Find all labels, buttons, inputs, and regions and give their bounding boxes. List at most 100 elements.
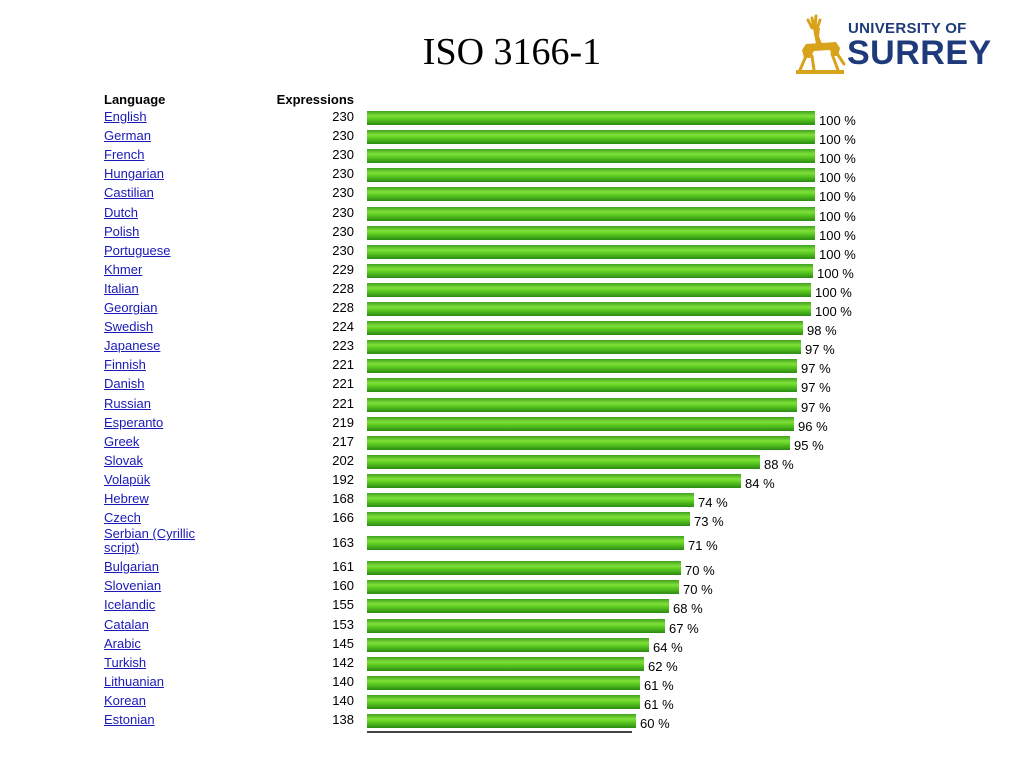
bar — [367, 637, 649, 652]
language-link[interactable]: Japanese — [104, 338, 161, 354]
percent-label: 71 % — [688, 538, 718, 554]
language-link[interactable]: Lithuanian — [104, 673, 164, 689]
language-link[interactable]: Castilian — [104, 185, 154, 201]
percent-label: 97 % — [801, 361, 831, 377]
language-link[interactable]: Catalan — [104, 616, 149, 632]
percent-label: 88 % — [764, 456, 794, 472]
language-link[interactable]: English — [104, 109, 147, 124]
chart-row: Arabic 145 64 % — [0, 636, 1024, 655]
chart-row: Polish 230 100 % — [0, 224, 1024, 243]
language-link[interactable]: French — [104, 147, 145, 163]
language-link[interactable]: Hebrew — [104, 491, 149, 506]
language-link[interactable]: Slovak — [104, 452, 144, 468]
expression-count: 230 — [332, 109, 354, 124]
language-link[interactable]: Slovenian — [104, 578, 162, 594]
language-link[interactable]: Swedish — [104, 319, 154, 335]
language-link[interactable]: German — [104, 128, 151, 144]
language-link[interactable]: Danish — [104, 376, 145, 392]
expression-count: 230 — [332, 223, 354, 239]
bar — [367, 225, 815, 240]
language-link[interactable]: Korean — [104, 692, 146, 708]
bar — [367, 473, 741, 488]
expression-count: 230 — [332, 204, 354, 220]
expression-count: 229 — [332, 261, 354, 277]
expression-count: 224 — [332, 319, 354, 335]
bar — [367, 714, 636, 728]
language-link[interactable]: Icelandic — [104, 597, 156, 613]
bar — [367, 435, 790, 450]
bar — [367, 130, 815, 145]
language-link[interactable]: Arabic — [104, 635, 141, 651]
chart-row: Georgian 228 100 % — [0, 300, 1024, 319]
page-title: ISO 3166-1 — [422, 31, 602, 73]
bar — [367, 694, 640, 709]
chart-row: Slovenian 160 70 % — [0, 578, 1024, 597]
percent-label: 100 % — [819, 189, 856, 205]
chart-row: Czech 166 73 % — [0, 510, 1024, 529]
language-link[interactable]: Hungarian — [104, 166, 164, 182]
chart-row: Catalan 153 67 % — [0, 617, 1024, 636]
bar — [367, 493, 694, 507]
expression-count: 140 — [332, 673, 354, 689]
expression-count: 155 — [332, 597, 354, 613]
percent-label: 67 % — [669, 620, 699, 636]
column-header-expressions: Expressions — [276, 92, 354, 107]
percent-label: 62 % — [648, 658, 678, 674]
chart-row: German 230 100 % — [0, 128, 1024, 147]
chart-row: Hebrew 168 74 % — [0, 491, 1024, 510]
language-link[interactable]: Portuguese — [104, 242, 171, 258]
expression-count: 168 — [332, 491, 354, 506]
logo-text-line1: UNIVERSITY OF — [848, 20, 967, 37]
stag-icon — [796, 14, 846, 74]
percent-label: 100 % — [817, 265, 854, 281]
chart-row: Castilian 230 100 % — [0, 185, 1024, 204]
expression-count: 228 — [332, 280, 354, 296]
language-link[interactable]: Khmer — [104, 261, 143, 277]
language-link[interactable]: Turkish — [104, 654, 147, 670]
chart-row: French 230 100 % — [0, 147, 1024, 166]
language-link[interactable]: Czech — [104, 510, 141, 526]
logo-text-line2: SURREY — [847, 34, 992, 72]
language-link[interactable]: Esperanto — [104, 414, 164, 430]
language-link[interactable]: Greek — [104, 433, 140, 449]
language-link[interactable]: Serbian (Cyrillic script) — [104, 526, 196, 556]
bar — [367, 111, 815, 125]
expression-count: 230 — [332, 242, 354, 258]
expression-count: 230 — [332, 128, 354, 144]
expression-count: 145 — [332, 635, 354, 651]
expression-count: 221 — [332, 395, 354, 411]
expression-count: 202 — [332, 452, 354, 468]
bar — [367, 561, 681, 576]
university-logo: UNIVERSITY OF SURREY — [792, 14, 992, 76]
language-link[interactable]: Dutch — [104, 204, 138, 220]
language-link[interactable]: Italian — [104, 280, 139, 296]
language-link[interactable]: Polish — [104, 223, 140, 239]
language-link[interactable]: Russian — [104, 395, 151, 411]
chart-row: English 230 100 % — [0, 109, 1024, 128]
bar — [367, 378, 797, 393]
chart-row: Esperanto 219 96 % — [0, 415, 1024, 434]
language-link[interactable]: Estonian — [104, 712, 155, 727]
percent-label: 70 % — [685, 563, 715, 579]
expression-count: 163 — [332, 535, 354, 551]
percent-label: 74 % — [698, 495, 728, 510]
percent-label: 96 % — [798, 418, 828, 434]
bar — [367, 187, 815, 202]
chart-row: Turkish 142 62 % — [0, 655, 1024, 674]
bar — [367, 359, 797, 374]
language-link[interactable]: Finnish — [104, 357, 146, 373]
expression-count: 192 — [332, 471, 354, 487]
percent-label: 100 % — [819, 170, 856, 186]
chart-row: Russian 221 97 % — [0, 396, 1024, 415]
percent-label: 73 % — [694, 514, 724, 530]
percent-label: 70 % — [683, 582, 713, 598]
percent-label: 84 % — [745, 475, 775, 491]
language-link[interactable]: Bulgarian — [104, 559, 159, 575]
percent-label: 100 % — [815, 304, 852, 319]
chart-row: Hungarian 230 100 % — [0, 166, 1024, 185]
language-link[interactable]: Volapük — [104, 471, 151, 487]
language-link[interactable]: Georgian — [104, 300, 158, 315]
chart-bottom-rule — [367, 731, 632, 733]
percent-label: 100 % — [819, 113, 856, 128]
expression-count: 230 — [332, 185, 354, 201]
